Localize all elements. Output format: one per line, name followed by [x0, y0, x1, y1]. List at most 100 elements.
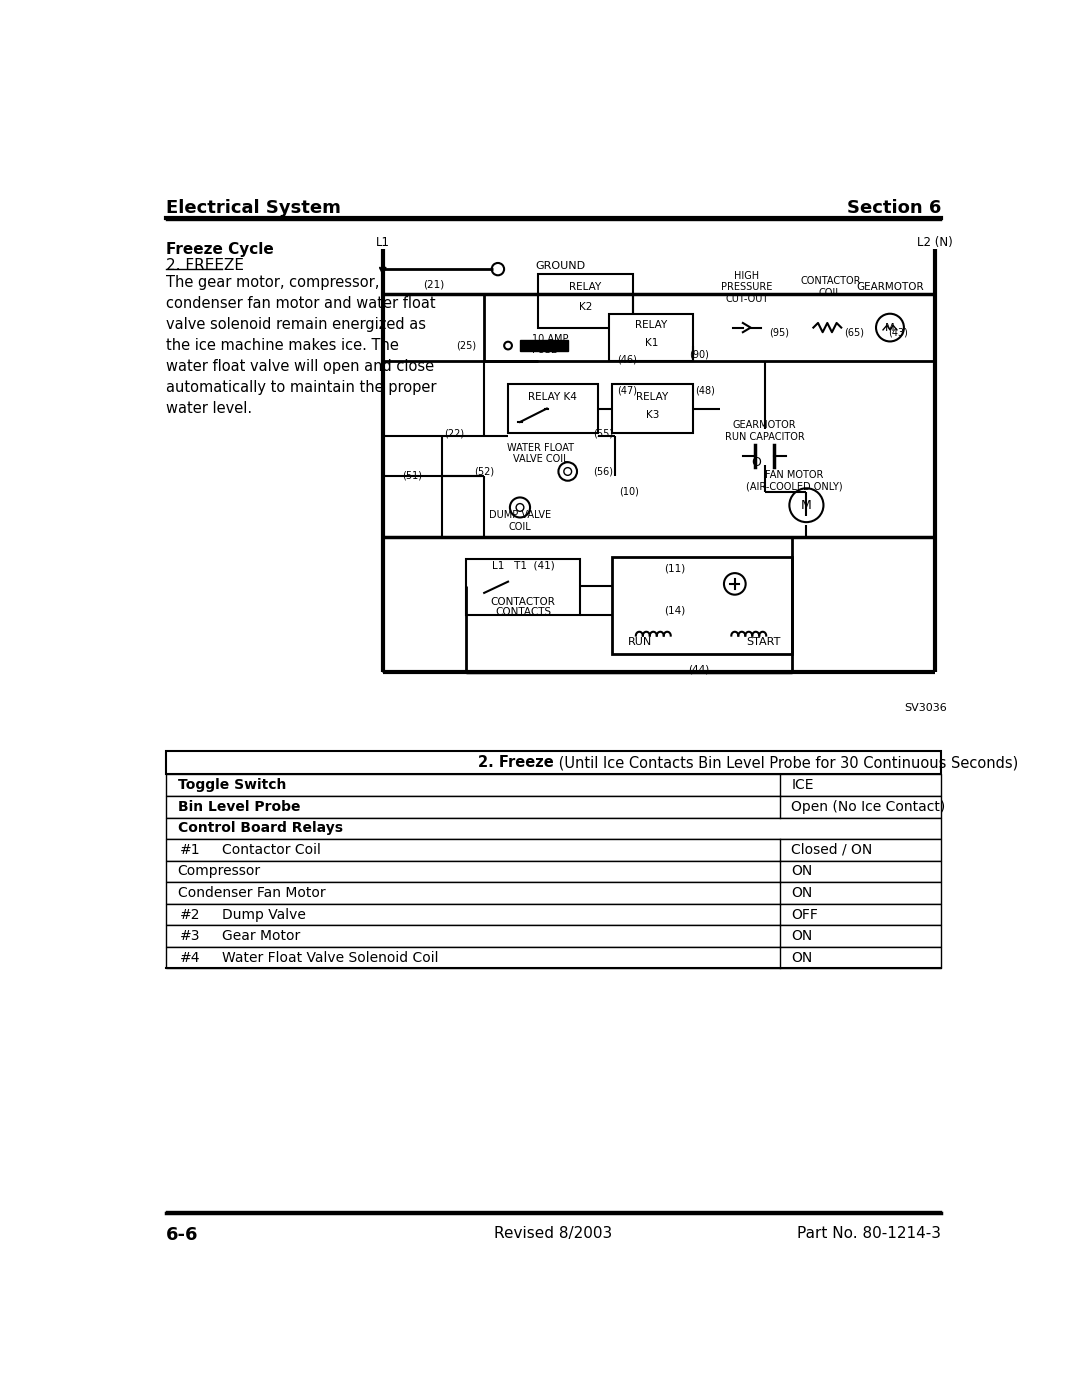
Text: L1: L1: [376, 236, 390, 249]
Text: #1: #1: [180, 842, 201, 856]
Text: (46): (46): [618, 353, 637, 365]
Text: Compressor: Compressor: [177, 865, 260, 879]
Text: (11): (11): [664, 563, 686, 573]
Text: L1   T1  (41): L1 T1 (41): [491, 562, 554, 571]
Text: ON: ON: [792, 929, 812, 943]
Text: M: M: [801, 499, 812, 511]
Text: O: O: [751, 455, 760, 469]
Bar: [519, 341, 568, 352]
Text: DUMP VALVE
COIL: DUMP VALVE COIL: [489, 510, 551, 532]
Text: (90): (90): [689, 349, 708, 359]
Text: Freeze Cycle: Freeze Cycle: [166, 242, 273, 257]
Text: (56): (56): [594, 467, 613, 476]
Text: K1: K1: [645, 338, 658, 348]
Circle shape: [504, 342, 512, 349]
Text: (43): (43): [888, 327, 907, 337]
Bar: [508, 384, 597, 433]
Bar: [609, 314, 693, 362]
Bar: [166, 774, 941, 796]
Bar: [166, 840, 941, 861]
Text: (22): (22): [444, 429, 464, 439]
Text: (21): (21): [423, 279, 444, 289]
Text: #2: #2: [180, 908, 201, 922]
Text: ICE: ICE: [792, 778, 814, 792]
Text: GEARMOTOR
RUN CAPACITOR: GEARMOTOR RUN CAPACITOR: [725, 420, 805, 441]
Text: (51): (51): [403, 471, 422, 481]
Bar: [166, 947, 941, 968]
Circle shape: [558, 462, 577, 481]
Text: Gear Motor: Gear Motor: [221, 929, 300, 943]
Text: Bin Level Probe: Bin Level Probe: [177, 799, 300, 813]
Text: #4: #4: [180, 951, 201, 965]
Text: GEARMOTOR: GEARMOTOR: [856, 282, 923, 292]
Text: Water Float Valve Solenoid Coil: Water Float Valve Solenoid Coil: [221, 951, 438, 965]
Bar: [612, 384, 693, 433]
Text: Toggle Switch: Toggle Switch: [177, 778, 286, 792]
Text: (44): (44): [688, 665, 710, 675]
Text: RUN: RUN: [627, 637, 651, 647]
Text: (14): (14): [664, 606, 686, 616]
Text: Condenser Fan Motor: Condenser Fan Motor: [177, 886, 325, 900]
Bar: [166, 904, 941, 925]
Text: SV3036: SV3036: [904, 703, 947, 712]
Text: Open (No Ice Contact): Open (No Ice Contact): [792, 799, 946, 813]
Bar: [612, 557, 792, 654]
Text: CONTACTOR
COIL: CONTACTOR COIL: [800, 277, 861, 298]
Text: M: M: [886, 323, 894, 332]
Text: Closed / ON: Closed / ON: [792, 842, 873, 856]
Text: #3: #3: [180, 929, 201, 943]
Text: RELAY: RELAY: [635, 320, 667, 330]
Text: (65): (65): [845, 327, 864, 337]
Text: FUSE: FUSE: [532, 345, 557, 355]
Text: (55): (55): [594, 429, 613, 439]
Text: Section 6: Section 6: [847, 198, 941, 217]
Text: RELAY: RELAY: [636, 393, 669, 402]
Circle shape: [491, 263, 504, 275]
Text: Electrical System: Electrical System: [166, 198, 341, 217]
Text: FAN MOTOR
(AIR-COOLED ONLY): FAN MOTOR (AIR-COOLED ONLY): [746, 469, 842, 492]
Text: 10 AMP: 10 AMP: [532, 334, 568, 344]
Bar: [538, 274, 633, 327]
Text: 6-6: 6-6: [166, 1227, 199, 1245]
Circle shape: [516, 503, 524, 511]
Text: Dump Valve: Dump Valve: [221, 908, 306, 922]
Text: RELAY: RELAY: [569, 282, 602, 292]
Text: Revised 8/2003: Revised 8/2003: [495, 1227, 612, 1242]
Text: OFF: OFF: [792, 908, 819, 922]
Text: (10): (10): [619, 486, 639, 497]
Text: (52): (52): [474, 467, 495, 476]
Bar: [166, 796, 941, 817]
Text: ON: ON: [792, 951, 812, 965]
Text: K3: K3: [646, 411, 659, 420]
Bar: [166, 925, 941, 947]
Bar: [166, 882, 941, 904]
Text: HIGH
PRESSURE
CUT-OUT: HIGH PRESSURE CUT-OUT: [721, 271, 772, 303]
Bar: [166, 817, 941, 840]
Circle shape: [876, 314, 904, 341]
Bar: [467, 559, 580, 616]
Text: 2. FREEZE: 2. FREEZE: [166, 258, 244, 274]
Circle shape: [510, 497, 530, 517]
Text: START: START: [746, 637, 781, 647]
Text: 2. Freeze: 2. Freeze: [477, 756, 554, 770]
Text: CONTACTS: CONTACTS: [495, 608, 551, 617]
Bar: [166, 752, 941, 774]
Text: Part No. 80-1214-3: Part No. 80-1214-3: [797, 1227, 941, 1242]
Text: The gear motor, compressor,
condenser fan motor and water float
valve solenoid r: The gear motor, compressor, condenser fa…: [166, 275, 436, 416]
Text: (47): (47): [618, 386, 637, 395]
Text: ON: ON: [792, 886, 812, 900]
Text: CONTACTOR: CONTACTOR: [490, 597, 555, 606]
Text: (25): (25): [456, 341, 476, 351]
Text: ON: ON: [792, 865, 812, 879]
Text: WATER FLOAT
VALVE COIL: WATER FLOAT VALVE COIL: [508, 443, 575, 464]
Circle shape: [724, 573, 745, 595]
Text: K2: K2: [579, 302, 592, 313]
Text: RELAY K4: RELAY K4: [528, 393, 577, 402]
Circle shape: [789, 489, 823, 522]
Text: Control Board Relays: Control Board Relays: [177, 821, 342, 835]
Text: (95): (95): [770, 327, 789, 337]
Circle shape: [564, 468, 571, 475]
Text: Contactor Coil: Contactor Coil: [221, 842, 321, 856]
Bar: [166, 861, 941, 882]
Text: L2 (N): L2 (N): [917, 236, 953, 249]
